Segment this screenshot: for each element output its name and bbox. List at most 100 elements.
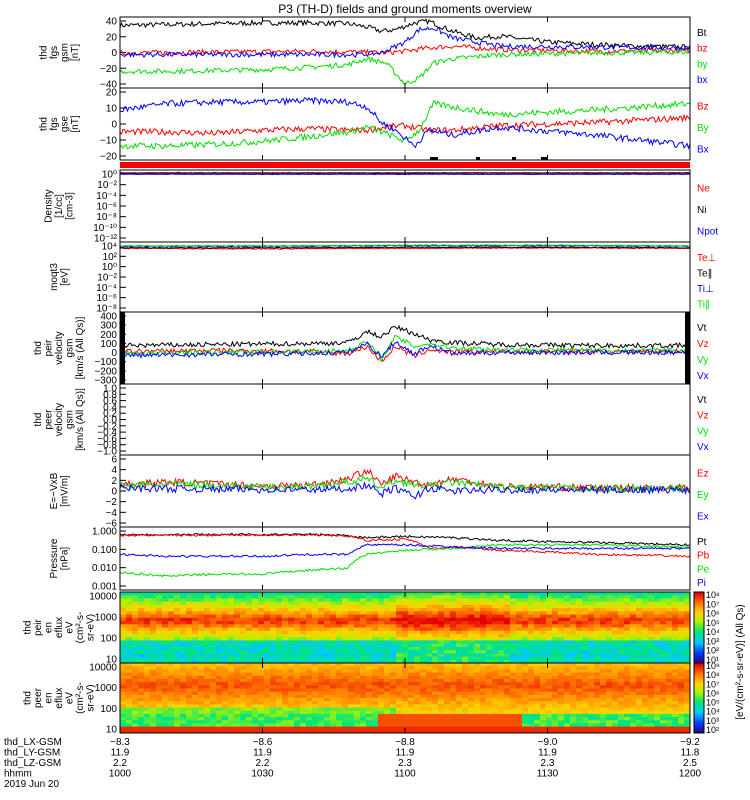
panel-3-ylabel: [1/cc]	[54, 194, 65, 218]
heatmap-cell	[264, 723, 271, 728]
heatmap-cell	[462, 659, 469, 664]
heatmap-cell	[120, 653, 127, 657]
heatmap-cell	[306, 704, 313, 708]
electron-colorbar-step	[694, 685, 704, 688]
panel-9-ylabel: eV	[65, 621, 76, 634]
edge-bar-right	[685, 312, 690, 384]
heatmap-cell	[354, 713, 361, 718]
heatmap-cell	[456, 643, 463, 648]
heatmap-cell	[276, 659, 283, 664]
heatmap-cell	[504, 710, 511, 715]
heatmap-cell	[648, 637, 655, 641]
heatmap-cell	[582, 675, 589, 680]
heatmap-cell	[126, 630, 133, 635]
heatmap-cell	[348, 601, 355, 606]
heatmap-cell	[444, 688, 451, 693]
heatmap-cell	[186, 659, 193, 664]
heatmap-cell	[564, 694, 571, 699]
heatmap-cell	[414, 621, 421, 625]
heatmap-cell	[414, 707, 421, 712]
heatmap-cell	[300, 685, 307, 689]
heatmap-cell	[636, 653, 643, 657]
heatmap-cell	[612, 694, 619, 699]
heatmap-cell	[420, 694, 427, 699]
heatmap-cell	[588, 595, 595, 599]
heatmap-cell	[330, 672, 337, 677]
heatmap-cell	[336, 659, 343, 664]
heatmap-cell	[642, 627, 649, 632]
heatmap-cell	[264, 640, 271, 645]
heatmap-cell	[276, 720, 283, 724]
heatmap-cell	[180, 608, 187, 612]
heatmap-cell	[666, 691, 673, 696]
heatmap-cell	[558, 685, 565, 689]
heatmap-cell	[282, 723, 289, 728]
panel-6: thd peer velocity gsm [km/s (All Qs)] 1.00.80…	[33, 383, 709, 458]
heatmap-cell	[378, 643, 385, 648]
heatmap-cell	[444, 691, 451, 696]
heatmap-cell	[522, 624, 529, 628]
heatmap-cell	[636, 682, 643, 686]
heatmap-cell	[336, 669, 343, 673]
heatmap-cell	[576, 682, 583, 686]
heatmap-cell	[150, 675, 157, 680]
panel-10-ylabel: eV	[65, 692, 76, 705]
heatmap-cell	[462, 713, 469, 718]
heatmap-cell	[390, 643, 397, 648]
heatmap-cell	[480, 621, 487, 625]
heatmap-cell	[504, 592, 511, 596]
heatmap-cell	[144, 663, 151, 667]
electron-colorbar-step	[694, 705, 704, 708]
heatmap-cell	[384, 633, 391, 638]
heatmap-cell	[222, 675, 229, 680]
heatmap-cell	[420, 646, 427, 651]
heatmap-cell	[528, 617, 535, 622]
heatmap-cell	[372, 710, 379, 715]
heatmap-cell	[582, 688, 589, 693]
heatmap-cell	[174, 621, 181, 625]
heatmap-cell	[678, 601, 685, 606]
heatmap-cell	[552, 698, 559, 702]
heatmap-cell	[228, 614, 235, 619]
heatmap-cell	[648, 710, 655, 715]
heatmap-cell	[288, 656, 295, 661]
heatmap-cell	[684, 672, 691, 677]
heatmap-cell	[330, 675, 337, 680]
heatmap-cell	[156, 611, 163, 615]
heatmap-cell	[414, 592, 421, 596]
heatmap-cell	[276, 713, 283, 718]
heatmap-cell	[522, 663, 529, 667]
ion-colorbar-tick: 10³	[706, 636, 719, 646]
heatmap-cell	[444, 704, 451, 708]
heatmap-cell	[618, 666, 625, 670]
heatmap-cell	[198, 633, 205, 638]
heatmap-cell	[336, 713, 343, 718]
heatmap-cell	[192, 592, 199, 596]
heatmap-cell	[594, 698, 601, 702]
electron-colorbar-step	[694, 701, 704, 704]
heatmap-cell	[378, 666, 385, 670]
heatmap-cell	[678, 720, 685, 724]
heatmap-cell	[180, 604, 187, 609]
heatmap-cell	[372, 621, 379, 625]
heatmap-cell	[156, 624, 163, 628]
heatmap-cell	[522, 678, 529, 683]
heatmap-cell	[162, 694, 169, 699]
heatmap-cell	[486, 646, 493, 651]
legend-5-3: Vx	[697, 371, 709, 382]
heatmap-cell	[204, 598, 211, 603]
heatmap-cell	[288, 637, 295, 641]
heatmap-cell	[336, 698, 343, 702]
heatmap-cell	[468, 663, 475, 667]
heatmap-cell	[600, 691, 607, 696]
heatmap-cell	[384, 640, 391, 645]
heatmap-cell	[648, 601, 655, 606]
xaxis-row-label: 2019 Jun 20	[4, 779, 59, 790]
heatmap-cell	[120, 666, 127, 670]
heatmap-cell	[534, 729, 541, 734]
heatmap-cell	[636, 701, 643, 705]
heatmap-cell	[138, 723, 145, 728]
panel-3-ytick: 10⁻⁸	[96, 212, 117, 223]
heatmap-cell	[234, 656, 241, 661]
heatmap-cell	[498, 701, 505, 705]
